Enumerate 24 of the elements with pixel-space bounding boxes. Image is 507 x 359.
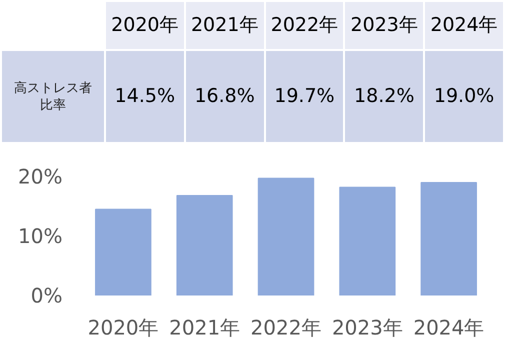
x-tick-label: 2022年 <box>250 316 322 340</box>
data-label: 19.7% <box>266 51 344 142</box>
category-label: 2021年 <box>190 14 258 36</box>
data-label: 16.8% <box>186 51 264 142</box>
data-label: 14.5% <box>106 51 184 142</box>
category-label: 2023年 <box>350 14 418 36</box>
category-label: 2024年 <box>430 14 498 36</box>
data-label: 18.2% <box>345 51 424 142</box>
y-tick-label: 20% <box>18 164 62 188</box>
y-axis-title: 高ストレス者比率 <box>2 51 104 142</box>
x-tick-label: 2020年 <box>88 316 159 340</box>
y-tick-label: 0% <box>30 284 63 308</box>
category-label: 2020年 <box>111 14 179 36</box>
category-label: 2022年 <box>270 14 338 36</box>
bar <box>176 195 233 296</box>
data-label: 19.0% <box>425 51 503 142</box>
x-tick-label: 2021年 <box>169 316 240 340</box>
bar <box>339 186 396 296</box>
bar <box>95 208 152 296</box>
bar <box>420 182 477 296</box>
x-tick-label: 2024年 <box>413 316 484 340</box>
bar <box>258 178 314 296</box>
y-tick-label: 10% <box>18 224 62 248</box>
x-tick-label: 2023年 <box>332 316 403 340</box>
